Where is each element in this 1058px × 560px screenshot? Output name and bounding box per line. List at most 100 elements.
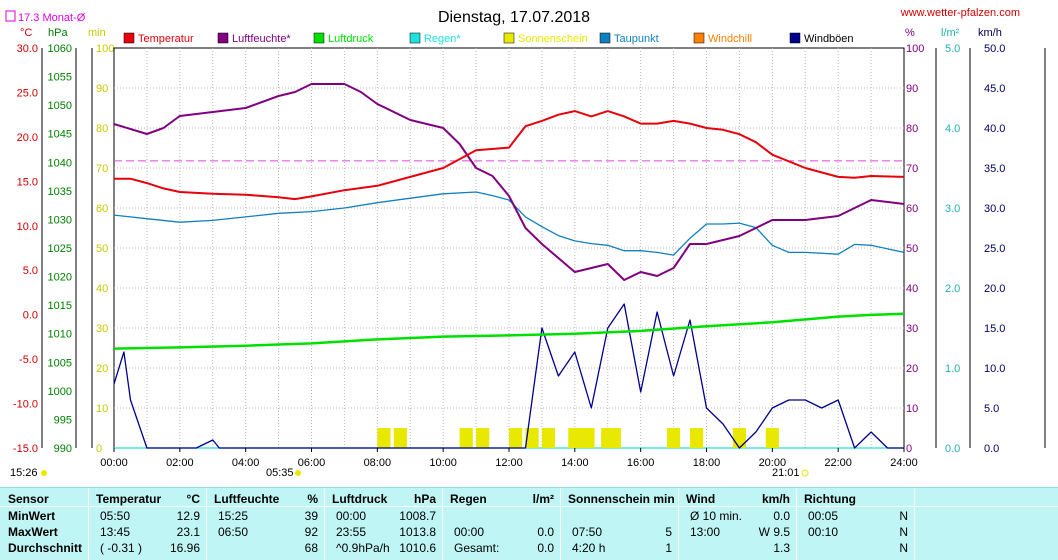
stats-cell-time: ^0.9hPa/h	[336, 541, 390, 555]
stats-header-unit: l/m²	[532, 492, 554, 506]
humidity-axis-tick: 20	[906, 363, 918, 375]
sunshine-bar	[581, 428, 595, 448]
stats-header: Richtung	[804, 492, 856, 506]
humidity-axis-tick: 60	[906, 203, 918, 215]
stats-row-label: MaxWert	[8, 525, 58, 539]
pressure-axis-tick: 1035	[48, 186, 72, 198]
rain-axis-tick: 1.0	[945, 363, 960, 375]
stats-cell-time: Gesamt:	[454, 541, 500, 555]
pressure-axis-tick: 1060	[48, 43, 72, 55]
stats-header: Temperatur	[96, 492, 162, 506]
pressure-axis-tick: 990	[54, 443, 72, 455]
stats-cell-value: 39	[304, 509, 318, 523]
stats-cell-value: 0.0	[773, 509, 790, 523]
website-link[interactable]: www.wetter-pfalzen.com	[900, 7, 1020, 19]
humidity-axis-tick: 100	[906, 43, 924, 55]
sunshine-bar	[765, 428, 779, 448]
humidity-axis-tick: 0	[906, 443, 912, 455]
x-tick-label: 12:00	[495, 457, 523, 469]
legend-swatch	[409, 32, 421, 44]
unit-labels: °C hPa min% l/m² km/h	[20, 27, 1002, 39]
weather-chart: Dienstag, 17.07.2018 www.wetter-pfalzen.…	[5, 7, 1046, 479]
temp-axis-tick: -15.0	[13, 443, 38, 455]
pressure-axis-tick: 1040	[48, 157, 72, 169]
temp-axis-tick: 30.0	[17, 43, 38, 55]
stats-cell-time: 00:05	[808, 509, 839, 523]
stats-cell-time: 15:25	[218, 509, 249, 523]
legend-swatch	[693, 32, 705, 44]
legend-label: Windböen	[804, 33, 854, 45]
legend-label: Taupunkt	[614, 33, 659, 45]
stats-cell-time: 07:50	[572, 525, 603, 539]
legend-label: Luftfeuchte*	[232, 33, 291, 45]
x-tick-label: 20:00	[759, 457, 787, 469]
wind-axis-tick: 15.0	[984, 323, 1005, 335]
sunrise-icon	[295, 470, 301, 476]
stats-cell-time: 06:50	[218, 525, 249, 539]
x-tick-label: 04:00	[232, 457, 260, 469]
sun-icon-left	[41, 470, 47, 476]
stats-cell-value: 12.9	[176, 509, 200, 523]
stats-cell-time: 13:45	[100, 525, 131, 539]
statistics-table: Sensor Temperatur °C Luftfeuchte% Luftdruck h…	[0, 487, 1058, 560]
x-tick-label: 14:00	[561, 457, 589, 469]
pressure-axis-tick: 1010	[48, 329, 72, 341]
stats-cell-value: 68	[304, 541, 318, 555]
wind-axis-tick: 20.0	[984, 283, 1005, 295]
legend-label: Windchill	[708, 33, 752, 45]
pressure-axis-tick: 1030	[48, 214, 72, 226]
axes: 30.0 25.0 20.0 15.0 10.0 5.0 0.0 -5.0 -10.0 -15.0…	[13, 43, 1046, 455]
stats-cell-value: W 9.5	[758, 525, 790, 539]
legend-swatch	[789, 32, 801, 44]
x-tick-label: 08:00	[364, 457, 392, 469]
sunshine-axis-tick: 10	[96, 403, 108, 415]
legend-swatch	[599, 32, 611, 44]
legend-label: Temperatur	[138, 33, 194, 45]
stats-header-unit: hPa	[413, 492, 436, 506]
sunshine-bar	[459, 428, 473, 448]
series-line-luftfeuchte	[113, 83, 905, 281]
stats-cell-value: N	[899, 541, 908, 555]
x-tick-label: 06:00	[298, 457, 326, 469]
humidity-axis-tick: 70	[906, 163, 918, 175]
stats-header-unit: km/h	[761, 492, 790, 506]
pressure-axis-tick: 1015	[48, 300, 72, 312]
humidity-axis-tick: 30	[906, 323, 918, 335]
sunshine-axis-tick: 80	[96, 123, 108, 135]
humidity-axis-tick: 10	[906, 403, 918, 415]
wind-axis-tick: 40.0	[984, 123, 1005, 135]
humidity-axis-tick: 50	[906, 243, 918, 255]
sunshine-bar	[525, 428, 539, 448]
humidity-axis-tick: 40	[906, 283, 918, 295]
sunshine-bar	[607, 428, 621, 448]
stats-cell-value: 92	[304, 525, 318, 539]
temp-axis-tick: 0.0	[23, 310, 38, 322]
sunshine-axis-tick: 0	[96, 443, 102, 455]
pressure-axis-tick: 1055	[48, 72, 72, 84]
rain-axis-tick: 2.0	[945, 283, 960, 295]
sunshine-bar	[568, 428, 582, 448]
sunshine-bar	[541, 428, 556, 448]
stats-cell-value: 0.0	[537, 541, 554, 555]
rain-axis-tick: 5.0	[945, 43, 960, 55]
sunshine-bar	[377, 428, 391, 448]
x-tick-label: 02:00	[166, 457, 194, 469]
wind-axis-tick: 10.0	[984, 363, 1005, 375]
sunset-label: 21:01	[772, 467, 800, 479]
wind-axis-tick: 45.0	[984, 83, 1005, 95]
rain-axis-tick: 3.0	[945, 203, 960, 215]
pressure-axis-tick: 995	[54, 414, 72, 426]
legend-swatch	[123, 32, 135, 44]
sunshine-bar	[732, 428, 746, 448]
legend-label: Sonnenschein	[518, 33, 588, 45]
stats-cell-value: N	[899, 509, 908, 523]
x-tick-label: 18:00	[693, 457, 721, 469]
x-axis: 00:00 02:00 04:00 06:00 08:00 10:00 12:00 14:00…	[100, 448, 918, 469]
stats-cell-value: 16.96	[169, 541, 200, 555]
unit-pressure: hPa	[48, 27, 68, 39]
pressure-axis-tick: 1020	[48, 272, 72, 284]
sunshine-axis-tick: 70	[96, 163, 108, 175]
pressure-axis-tick: 1005	[48, 357, 72, 369]
sunshine-axis-tick: 100	[96, 43, 114, 55]
monthly-avg-label: 17.3 Monat-Ø	[18, 12, 86, 24]
